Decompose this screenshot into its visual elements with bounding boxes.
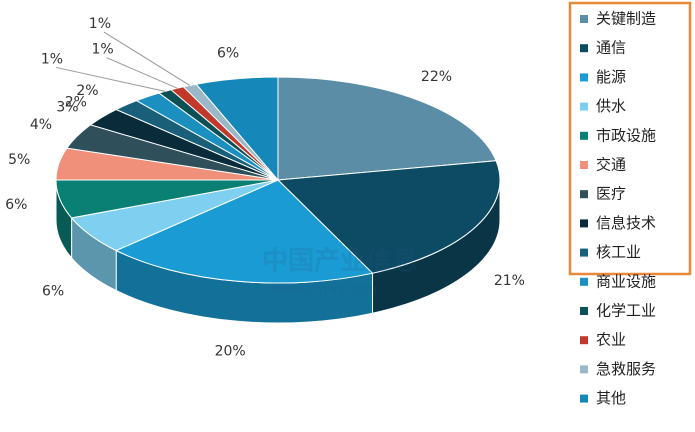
- slice: [277, 76, 497, 181]
- legend-label: 信息技术: [596, 214, 656, 232]
- data-label: 21%: [494, 273, 525, 289]
- legend-swatch: [580, 365, 588, 374]
- slice: [114, 179, 374, 284]
- legend-label: 市政设施: [596, 126, 656, 144]
- legend-label: 供水: [596, 97, 626, 115]
- data-label: 5%: [8, 152, 30, 168]
- legend-swatch: [580, 307, 588, 315]
- legend-swatch: [580, 219, 588, 228]
- leader-line: [106, 57, 178, 89]
- legend-swatch: [580, 336, 588, 345]
- legend-label: 商业设施: [596, 272, 656, 290]
- legend-swatch: [580, 15, 588, 23]
- data-label: 6%: [5, 197, 27, 213]
- legend-swatch: [580, 73, 588, 82]
- pie: [55, 76, 501, 324]
- data-label: 22%: [421, 69, 452, 85]
- data-label: 1%: [89, 16, 111, 32]
- legend-label: 急救服务: [596, 360, 656, 378]
- leader-line: [55, 66, 166, 92]
- watermark-url: www.chyxx.com: [272, 283, 377, 298]
- legend-label: 通信: [596, 39, 626, 57]
- slice: [276, 160, 501, 274]
- data-label: 4%: [30, 117, 52, 133]
- legend-label: 其他: [596, 389, 626, 407]
- legend-label: 农业: [596, 331, 626, 349]
- data-label: 6%: [217, 46, 239, 62]
- slice: [195, 76, 279, 182]
- legend-highlight-box: [568, 1, 692, 276]
- legend-label: 交通: [596, 156, 626, 174]
- legend-label: 能源: [596, 68, 626, 86]
- legend-swatch: [580, 102, 588, 111]
- legend-swatch: [580, 248, 588, 257]
- leader-line: [103, 31, 191, 86]
- legend-swatch: [580, 277, 588, 286]
- data-label: 2%: [76, 83, 98, 99]
- legend-swatch: [580, 44, 588, 53]
- legend-swatch: [580, 131, 588, 140]
- legend-label: 医疗: [596, 185, 626, 203]
- legend-swatch: [580, 190, 588, 199]
- legend-label: 核工业: [596, 243, 641, 261]
- legend-swatch: [580, 161, 588, 169]
- legend-label: 关键制造: [596, 10, 656, 28]
- data-label: 20%: [215, 344, 246, 360]
- watermark: 中国产业信息: [262, 246, 418, 277]
- data-label: 6%: [42, 284, 64, 300]
- data-label: 2%: [65, 95, 87, 111]
- data-label: 1%: [92, 42, 114, 58]
- legend-label: 化学工业: [596, 302, 656, 320]
- data-label: 3%: [56, 99, 78, 115]
- legend-swatch: [580, 394, 588, 403]
- data-label: 1%: [41, 51, 63, 67]
